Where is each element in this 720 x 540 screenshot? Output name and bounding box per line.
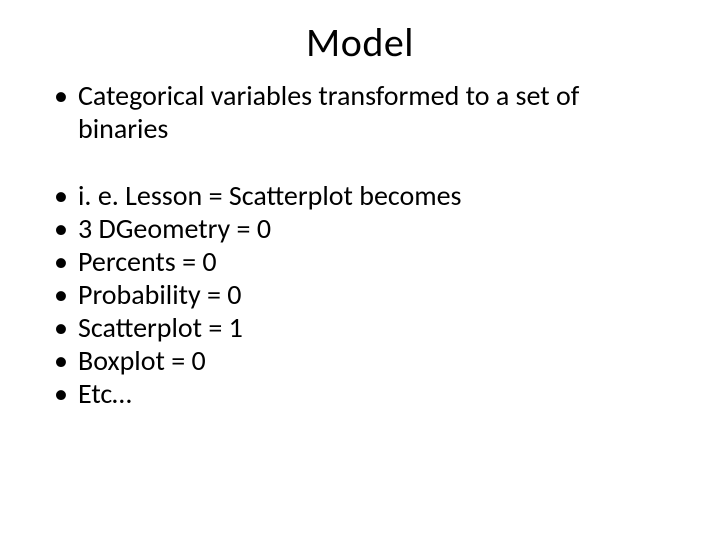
slide: Model Categorical variables transformed …	[0, 0, 720, 540]
list-item: Boxplot = 0	[48, 344, 672, 377]
bullet-group-2: i. e. Lesson = Scatterplot becomes 3 DGe…	[48, 179, 672, 410]
list-item: Probability = 0	[48, 278, 672, 311]
list-item: Percents = 0	[48, 245, 672, 278]
list-item: Etc…	[48, 377, 672, 410]
list-item: i. e. Lesson = Scatterplot becomes	[48, 179, 672, 212]
list-item: Scatterplot = 1	[48, 311, 672, 344]
bullet-group-1: Categorical variables transformed to a s…	[48, 79, 672, 145]
spacer	[48, 145, 672, 179]
list-item: Categorical variables transformed to a s…	[48, 79, 672, 145]
slide-title: Model	[48, 18, 672, 67]
list-item: 3 DGeometry = 0	[48, 212, 672, 245]
